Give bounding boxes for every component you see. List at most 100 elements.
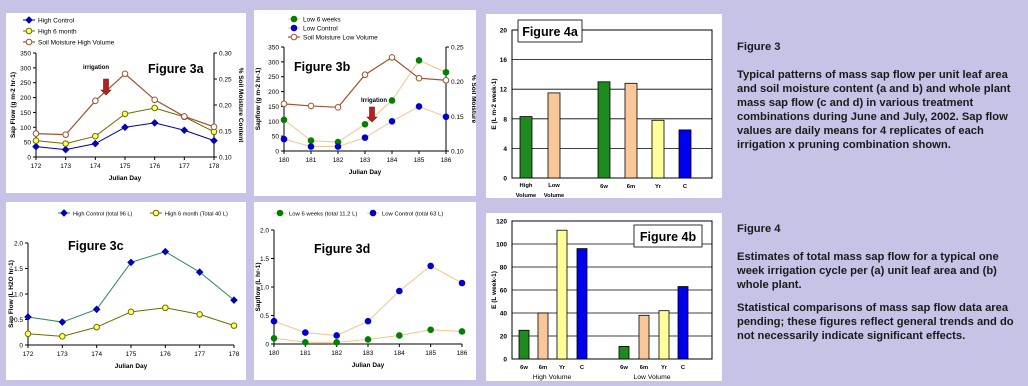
y-tick-label: 60 [500,288,508,295]
figure-3-caption: Figure 3 Typical patterns of mass sap fl… [737,40,1019,161]
bar [547,92,561,179]
data-point [442,68,450,76]
x-tick-label: High [520,183,533,189]
data-point [92,97,99,105]
legend-label: High Control [38,17,75,24]
y-tick-label: 50 [24,140,32,147]
y-tick-label: 0 [275,149,279,156]
legend-label: High 6 month (Total 40 L) [165,211,228,217]
irrigation-label: Irrigation [361,98,387,104]
data-point [307,143,315,150]
y2-tick-label: 0.15 [451,114,464,121]
chart-title: Figure 3b [294,60,351,74]
bar [624,82,638,179]
bar [651,119,665,179]
x-tick-label: 181 [306,157,317,164]
data-point [121,123,129,132]
figure-4b-panel: 0 20 40 60 80 100 120 E (L week-1) 6w 6m Yr C 6w 6m Yr… [486,213,722,381]
data-point [280,135,288,143]
data-point [121,70,129,78]
figure-4a-chart: 0 4 8 12 16 20 E (L m-2 week-1) High Volume Low Vo… [491,19,713,199]
y-axis-label: E (L m-2 week-1) [491,78,498,129]
x-tick-label: Low [548,183,560,189]
y-tick-label: 0 [503,357,507,364]
data-point [210,136,218,145]
y-tick-label: 50 [272,134,280,141]
data-point [93,323,100,331]
x-tick-label: 181 [300,350,311,357]
x-tick-label: 6w [600,184,608,190]
bar [519,116,533,179]
bar [658,310,670,360]
data-point [91,139,100,148]
data-point [62,140,69,147]
data-point [151,104,158,112]
x-tick-label: C [580,365,585,371]
data-point [442,76,450,84]
data-point [180,126,189,135]
y-tick-label: 120 [496,219,507,226]
data-point [162,304,169,312]
y-tick-label: 8 [503,116,507,123]
legend-label: High 6 month [38,28,77,35]
title-box [517,19,583,43]
title-box [633,224,703,248]
x-tick-label: 185 [425,350,436,357]
legend-label: Soil Moisture High Volume [38,39,115,46]
irrigation-arrow-icon [100,78,112,96]
x-tick-label: 173 [60,163,71,170]
figure-3c-chart: 0 0.5 1.0 1.5 2.0 172 173 174 175 176 177 178 Julian… [8,209,240,370]
data-point [361,71,369,79]
x-tick-label: 6m [539,365,547,371]
y-axis-label: E (L week-1) [491,271,498,309]
figure-3b-chart: 0 50 100 150 200 250 300 350 0.10 0.15 0.20 0.25 % S… [255,15,477,176]
x-tick-label: 183 [360,157,371,164]
chart-title: Figure 4b [640,230,697,244]
data-point [388,117,396,125]
legend-marker [290,15,298,23]
x-axis-label: Julian Day [109,175,142,182]
x-tick-label: 6w [520,365,528,371]
x-tick-label: 184 [387,157,398,164]
irrigation-arrow-icon [366,106,378,123]
x-tick-label: 177 [194,351,205,358]
group-label: High Volume [533,374,572,381]
chart-title: Figure 3a [148,62,205,76]
x-axis-label: Julian Day [349,169,382,176]
x-tick-label: 6w [620,365,628,371]
legend-label: Low 6 weeks (total 11.2 L) [289,211,357,217]
y-tick-label: 300 [268,59,279,66]
x-tick-label: Volume [516,193,537,198]
x-tick-label: 172 [31,163,42,170]
legend-marker [152,209,160,217]
x-tick-label: 175 [126,351,137,358]
data-point [121,110,129,118]
y-tick-label: 150 [268,104,279,111]
y-tick-label: 0 [265,342,269,349]
y-tick-label: 12 [500,87,508,94]
y-tick-label: 100 [20,125,31,132]
y2-tick-label: 0.25 [219,77,232,84]
x-tick-label: 178 [209,163,220,170]
data-point [270,317,278,325]
figure-3a-panel: 0 50 100 150 200 250 300 350 0.10 0.15 0.20 0.25 0.3… [6,13,246,193]
data-point [210,123,218,131]
y-axis-label: Sap Flow (g m-2 hr-1) [10,72,17,138]
data-point [59,333,66,340]
data-point [334,143,342,150]
x-tick-label: 183 [363,350,374,357]
data-point [334,104,342,111]
y-tick-label: 4 [503,146,507,153]
bar [537,312,549,360]
legend-label: Low Control [303,25,338,32]
data-point [364,336,372,343]
data-point [333,338,340,346]
figure-4a-panel: 0 4 8 12 16 20 E (L m-2 week-1) High Volume Low Vo… [486,14,722,199]
data-point [333,332,340,339]
x-tick-label: 178 [229,351,240,358]
bar [556,229,568,360]
y2-tick-label: 0.20 [451,79,464,86]
data-point [427,326,434,334]
y-tick-label: 0 [503,176,507,183]
y-tick-label: 1.0 [260,285,269,292]
